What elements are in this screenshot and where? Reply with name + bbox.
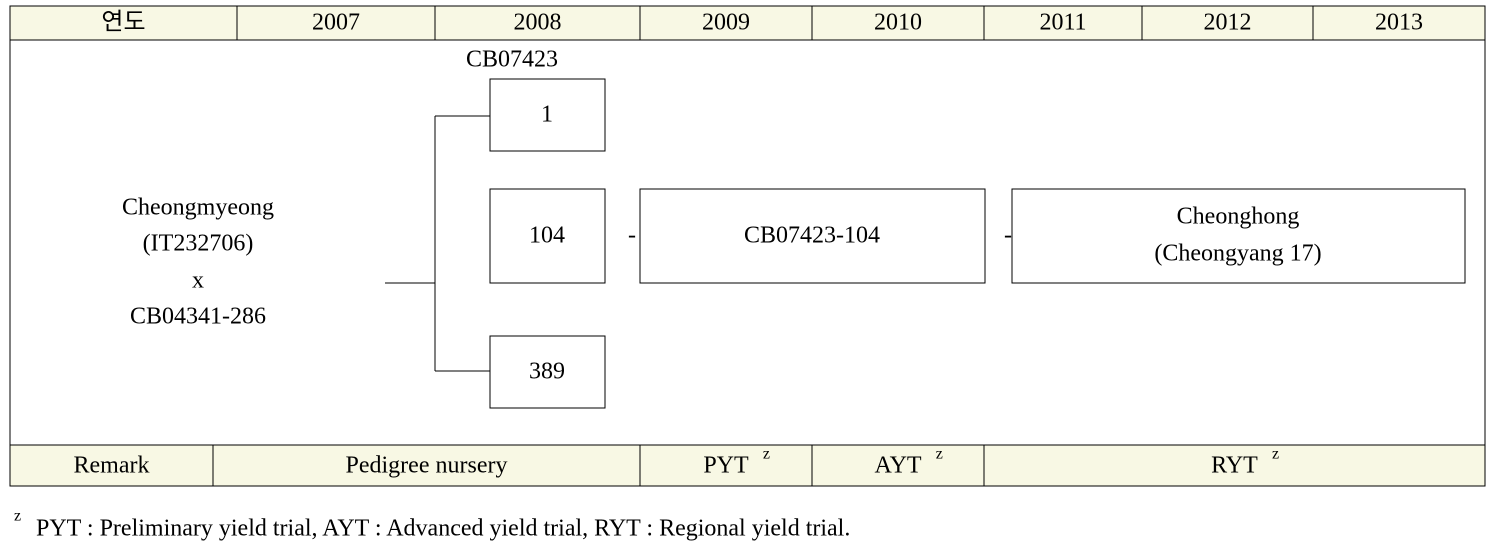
header-cell	[236, 5, 436, 41]
remark-cell	[639, 444, 813, 487]
selection-label: 389	[529, 359, 565, 385]
remark-note: z	[763, 446, 770, 463]
cultivar-box	[1011, 188, 1466, 284]
remark-note: z	[936, 446, 943, 463]
pedigree-lines	[385, 115, 490, 372]
remark-cell	[811, 444, 985, 487]
remark-note: z	[1272, 446, 1279, 463]
header-cell	[1141, 5, 1314, 41]
header-cell	[434, 5, 641, 41]
header-text: 연도	[101, 10, 145, 36]
line-box	[639, 188, 986, 284]
remark-cell	[212, 444, 641, 487]
header-text: 2013	[1375, 10, 1423, 36]
cultivar-name: Cheonghong	[1177, 204, 1300, 230]
line-label: CB07423	[466, 47, 558, 73]
header-text: 2008	[514, 10, 562, 36]
cross-text: CB04341-286	[130, 304, 266, 330]
cross-text: x	[192, 268, 204, 294]
header-cell	[811, 5, 985, 41]
header-cell	[983, 5, 1143, 41]
remark-cell	[9, 444, 214, 487]
connector: -	[628, 223, 636, 249]
remark-text: Remark	[74, 453, 150, 479]
remark-text: PYT	[703, 453, 749, 479]
advanced-line: CB07423-104	[744, 223, 880, 249]
connector: -	[1004, 223, 1012, 249]
header-cell	[639, 5, 813, 41]
footnote: PYT : Preliminary yield trial, AYT : Adv…	[36, 516, 850, 542]
footnote-marker: z	[14, 508, 21, 525]
header-text: 2012	[1204, 10, 1252, 36]
header-cell	[9, 5, 238, 41]
header-text: 2011	[1039, 10, 1086, 36]
header-text: 2010	[874, 10, 922, 36]
selection-label: 104	[529, 223, 565, 249]
cross-text: Cheongmyeong	[122, 195, 274, 221]
remark-text: AYT	[874, 453, 921, 479]
header-text: 2007	[312, 10, 360, 36]
remark-cell	[983, 444, 1486, 487]
remark-text: RYT	[1211, 453, 1258, 479]
selection-box	[489, 78, 606, 152]
selection-label: 1	[541, 102, 553, 128]
cross-text: (IT232706)	[143, 231, 254, 257]
selection-box	[489, 335, 606, 409]
header-text: 2009	[702, 10, 750, 36]
remark-text: Pedigree nursery	[346, 453, 508, 479]
cultivar-name: (Cheongyang 17)	[1154, 241, 1321, 267]
selection-box	[489, 188, 606, 284]
header-cell	[1312, 5, 1486, 41]
